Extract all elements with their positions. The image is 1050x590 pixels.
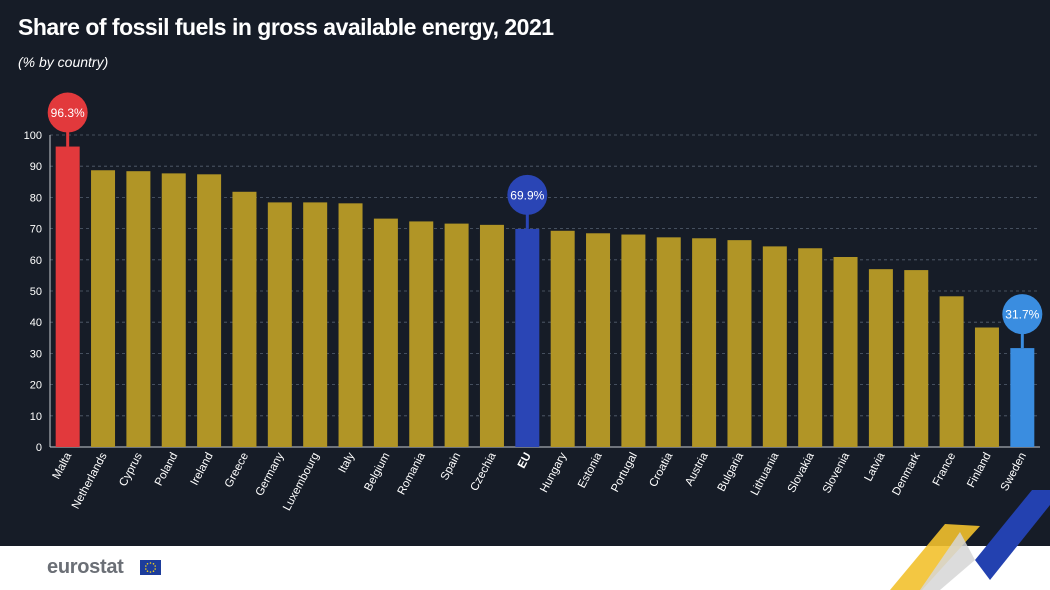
bar [692,238,717,447]
x-tick-label: Bulgaria [716,450,747,493]
x-tick-label: Finland [965,451,993,490]
x-tick-label: Czechia [469,450,499,493]
y-tick-label: 80 [30,192,42,204]
data-label: 96.3% [51,106,85,120]
x-tick-label: Portugal [609,451,640,494]
x-tick-label: Netherlands [70,451,110,512]
x-tick-label: France [931,451,958,488]
x-tick-label: Cyprus [117,451,145,489]
y-tick-label: 50 [30,286,42,298]
bar [267,202,292,447]
eu-flag-icon [140,560,161,575]
x-tick-label: Lithuania [749,450,782,497]
x-tick-label: Denmark [890,451,923,498]
bar [409,221,434,447]
bar [904,270,929,447]
x-tick-label: Ireland [189,451,216,488]
bar [798,248,823,447]
bar [444,223,469,447]
y-tick-label: 0 [36,442,42,454]
x-tick-label: Belgium [362,451,392,493]
bar [939,296,964,447]
bar [373,218,398,447]
bar [232,191,257,447]
x-tick-label: Romania [396,450,428,497]
data-label: 69.9% [510,188,544,202]
bar [161,173,186,447]
bar [1010,348,1035,447]
x-tick-label: Estonia [576,450,605,490]
bar [55,146,80,447]
x-tick-label: Sweden [999,451,1029,493]
bar [621,234,646,447]
footer: eurostat [0,546,1050,590]
x-tick-label: Luxembourg [281,451,322,513]
callout-bubble [507,174,548,215]
bar [126,171,151,447]
bar [550,230,575,447]
y-tick-label: 30 [30,348,42,360]
bar [833,256,858,447]
data-label: 31.7% [1005,308,1039,322]
x-tick-label: EU [516,451,534,471]
x-tick-label: Austria [683,450,711,488]
x-tick-label: Slovenia [821,450,853,495]
x-tick-label: Malta [51,450,75,481]
bar-chart: 0 10 20 30 40 50 60 70 80 90 100 Malta 96.3% Netherla… [24,92,1043,513]
y-tick-label: 10 [30,411,42,423]
bar [197,174,222,447]
y-tick-label: 60 [30,255,42,267]
bar [91,170,116,448]
callout-bubble [47,92,88,133]
x-tick-label: Poland [153,451,180,488]
bar [762,246,787,447]
chart-panel: Share of fossil fuels in gross available… [0,0,1050,546]
x-tick-label: Italy [337,451,358,475]
x-tick-label: Greece [223,451,251,490]
x-tick-label: Croatia [647,450,675,489]
chart-title: Share of fossil fuels in gross available… [18,14,554,40]
x-tick-label: Latvia [863,450,888,483]
eurostat-logo-text: eurostat [47,556,124,578]
y-tick-label: 20 [30,380,42,392]
x-tick-label: Spain [439,451,463,483]
chart-subtitle: (% by country) [18,54,109,70]
x-tick-label: Slovakia [786,450,817,495]
bar [303,202,328,447]
bar [338,203,363,447]
y-tick-label: 100 [24,130,42,142]
bar [974,327,999,447]
bar [515,228,540,447]
y-tick-label: 40 [30,317,42,329]
bar [586,233,611,447]
x-tick-label: Germany [254,451,287,499]
bar [868,269,893,447]
callout-bubble [1002,294,1043,335]
y-tick-label: 90 [30,161,42,173]
bar [479,224,504,447]
y-tick-label: 70 [30,224,42,236]
x-tick-label: Hungary [538,451,569,495]
bar [727,240,752,447]
bar [656,237,681,447]
